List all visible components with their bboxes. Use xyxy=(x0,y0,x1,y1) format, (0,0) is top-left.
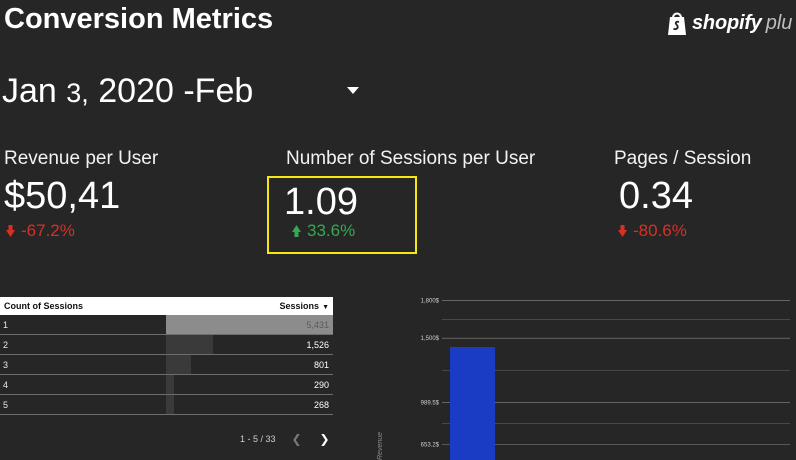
kpi-pages-delta-text: -80.6% xyxy=(633,221,687,240)
date-start-month: Jan xyxy=(2,72,57,110)
chart-bar[interactable] xyxy=(450,346,495,460)
row-index: 5 xyxy=(3,400,9,410)
row-bar xyxy=(166,395,174,414)
y-axis-title: Revenue xyxy=(377,432,384,460)
kpi-pages-value: 0.34 xyxy=(619,175,693,217)
arrow-up-icon xyxy=(292,225,301,237)
row-index: 4 xyxy=(3,380,9,390)
table-row: 3 801 xyxy=(0,355,333,375)
y-tick-label: 1,500$ xyxy=(421,336,440,342)
table-row: 4 290 xyxy=(0,375,333,395)
column-header-count[interactable]: Count of Sessions xyxy=(4,301,84,311)
logo-suffix: plu xyxy=(765,11,793,34)
row-sessions-value: 1,526 xyxy=(306,340,329,350)
kpi-revenue-delta: -67.2% xyxy=(6,221,75,241)
table-row: 5 268 xyxy=(0,395,333,415)
chevron-down-icon[interactable] xyxy=(344,83,362,97)
kpi-revenue-label: Revenue per User xyxy=(4,148,159,169)
chevron-right-icon[interactable]: ❯ xyxy=(319,432,330,446)
logo-wordmark: shopify xyxy=(692,11,762,34)
row-index: 1 xyxy=(3,320,9,330)
row-bar xyxy=(166,355,191,374)
date-range-selector[interactable]: Jan 3, 2020 -Feb xyxy=(2,70,253,114)
kpi-revenue-delta-text: -67.2% xyxy=(21,221,75,240)
kpi-sessions-value: 1.09 xyxy=(284,181,358,223)
row-bar xyxy=(166,335,213,354)
row-bar xyxy=(166,375,174,394)
revenue-bar-chart: 1,800$ 1,500$ 989.5$ 653.2$ Revenue xyxy=(377,299,790,460)
arrow-down-icon xyxy=(618,225,627,237)
row-bar xyxy=(166,315,333,334)
pagination-label: 1 - 5 / 33 xyxy=(240,434,276,444)
highlight-box xyxy=(267,176,417,254)
date-start-year: 2020 - xyxy=(98,72,195,110)
row-index: 2 xyxy=(3,340,9,350)
kpi-pages-label: Pages / Session xyxy=(614,148,752,169)
table-row: 2 1,526 xyxy=(0,335,333,355)
table-row: 1 5,431 xyxy=(0,315,333,335)
row-sessions-value: 5,431 xyxy=(306,320,329,330)
arrow-down-icon xyxy=(6,225,15,237)
kpi-sessions-label: Number of Sessions per User xyxy=(286,148,536,169)
row-sessions-value: 268 xyxy=(313,400,329,410)
y-tick-label: 989.5$ xyxy=(421,400,440,406)
kpi-pages-delta: -80.6% xyxy=(618,221,687,241)
row-sessions-value: 290 xyxy=(313,380,329,390)
kpi-sessions-delta: 33.6% xyxy=(292,221,355,241)
sessions-table: Count of Sessions Sessions ▼ 1 5,431 2 1,… xyxy=(0,297,333,415)
column-header-sessions[interactable]: Sessions ▼ xyxy=(279,301,329,311)
date-start-day: 3, xyxy=(66,78,89,108)
shopify-plus-logo: shopify plu xyxy=(666,8,792,38)
y-tick-label: 653.2$ xyxy=(421,442,440,448)
row-index: 3 xyxy=(3,360,9,370)
table-header: Count of Sessions Sessions ▼ xyxy=(0,297,333,315)
shopify-bag-icon xyxy=(668,12,686,35)
y-tick-label: 1,800$ xyxy=(421,299,440,305)
chevron-left-icon[interactable]: ❮ xyxy=(291,432,302,446)
date-end-month: Feb xyxy=(194,72,254,110)
sort-desc-icon: ▼ xyxy=(322,304,329,311)
kpi-revenue-value: $50,41 xyxy=(4,175,121,217)
page-title: Conversion Metrics xyxy=(4,3,274,35)
date-end-redaction xyxy=(274,70,336,114)
kpi-sessions-delta-text: 33.6% xyxy=(307,221,356,240)
row-sessions-value: 801 xyxy=(313,360,329,370)
table-pagination: 1 - 5 / 33 ❮ ❯ xyxy=(240,432,332,446)
